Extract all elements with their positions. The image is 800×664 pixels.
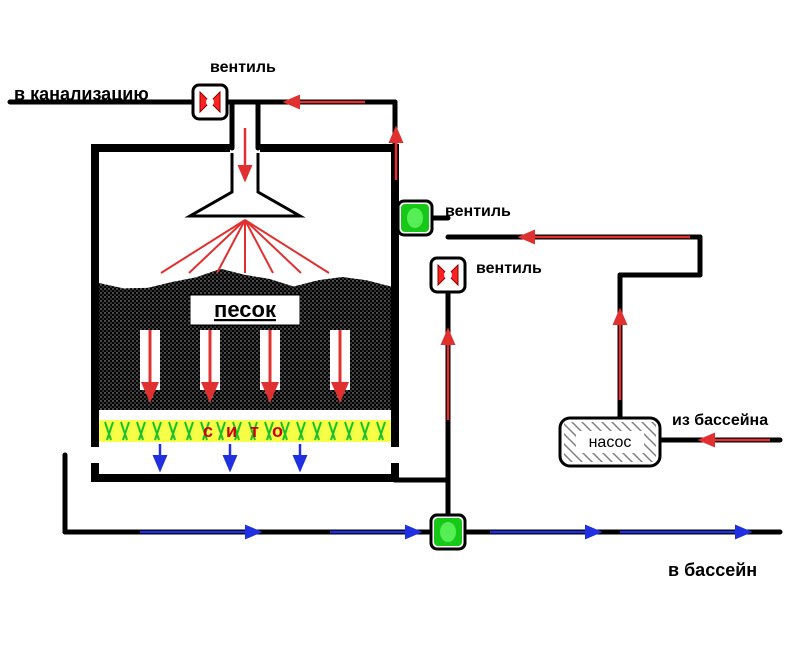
valve-top-label: вентиль (210, 59, 276, 76)
sand-label: песок (214, 297, 277, 322)
label-from-pool: из бассейна (672, 412, 768, 430)
valve-red2-label: вентиль (476, 260, 542, 277)
valve-green1-label: вентиль (445, 203, 511, 220)
sieve-label: с и т о (203, 421, 287, 441)
valve-red2: вентиль (431, 258, 542, 292)
pump-label: насос (589, 434, 632, 451)
label-to-pool: в бассейн (668, 560, 757, 581)
valve-green1: вентиль (398, 201, 511, 235)
valve-green2 (431, 515, 465, 549)
label-drain: в канализацию (14, 84, 149, 105)
valve-top: вентиль (193, 59, 276, 119)
